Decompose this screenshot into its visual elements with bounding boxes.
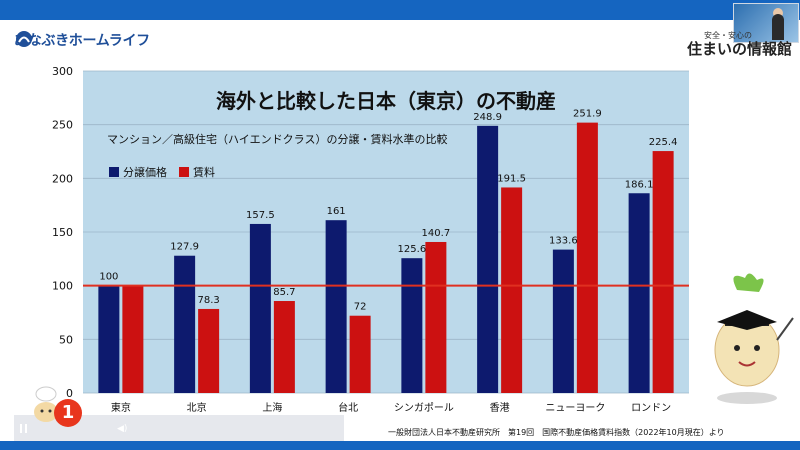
data-label: 191.5 [497,173,526,184]
presenter-head [773,8,783,18]
bar-sale [249,223,271,393]
bar-rent [273,301,295,393]
x-tick-label: ロンドン [631,403,671,414]
volume-icon[interactable]: ◀) [117,424,128,434]
data-label: 225.4 [649,137,678,148]
data-label: 161 [327,206,346,217]
x-tick-label: 上海 [262,401,282,414]
x-tick-label: 台北 [338,401,358,414]
chart-subtitle: マンション／高級住宅（ハイエンドクラス）の分譲・賃料水準の比較 [107,133,448,146]
data-label: 186.1 [625,179,654,190]
episode-badge: 1 [54,399,82,427]
data-label: 140.7 [422,228,451,239]
legend-label-rent: 賃料 [193,166,215,179]
logo-text: あなぶきホームライフ [14,33,150,49]
chart-title: 海外と比較した日本（東京）の不動産 [216,89,556,113]
bar-sale [325,220,347,393]
y-tick-label: 150 [52,226,73,239]
x-tick-label: ニューヨーク [545,402,605,414]
logo-mark-icon [16,31,32,47]
x-tick-label: 香港 [490,402,510,414]
y-tick-label: 0 [66,387,73,400]
legend-label-sale: 分譲価格 [123,166,167,179]
data-label: 125.6 [398,244,427,255]
x-tick-label: 東京 [111,401,131,414]
brand-title: 住まいの情報館 [687,40,793,58]
y-tick-label: 250 [52,119,73,132]
company-logo: あなぶきホームライフ [14,30,150,50]
data-label: 100 [99,272,118,283]
source-caption: 一般財団法人日本不動産研究所 第19回 国際不動産価格賃料指数（2022年10月… [388,428,725,437]
top-accent-bar [0,0,800,20]
y-tick-label: 300 [52,65,73,78]
bar-sale [401,258,423,393]
bar-rent [501,187,523,393]
bar-rent [122,285,144,393]
brand-subtitle: 安全・安心の [704,31,752,40]
presenter-video-thumbnail [733,3,799,43]
data-label: 85.7 [273,287,295,298]
data-label: 248.9 [473,112,502,123]
legend-swatch-sale [109,167,119,177]
bar-rent [425,241,447,393]
x-tick-label: 北京 [187,401,207,414]
data-label: 72 [354,302,367,313]
data-label: 133.6 [549,236,578,247]
data-label: 127.9 [170,242,199,253]
chart-legend: 分譲価格 賃料 [109,164,215,180]
bar-rent [652,151,674,393]
mascot-chef-icon [34,386,58,422]
y-tick-label: 50 [59,333,73,346]
bar-rent [198,308,220,393]
data-label: 157.5 [246,210,275,221]
presenter-body [772,14,784,40]
bar-sale [98,285,120,393]
data-label: 78.3 [197,295,219,306]
legend-item-sale: 分譲価格 [109,164,167,180]
mascot-onion-icon [714,273,794,404]
bar-sale [477,125,499,393]
pause-icon[interactable] [20,424,27,433]
bar-sale [174,255,196,393]
x-tick-label: シンガポール [394,402,454,414]
chart-area: 海外と比較した日本（東京）の不動産 マンション／高級住宅（ハイエンドクラス）の分… [83,71,689,393]
legend-item-rent: 賃料 [179,164,215,180]
bar-rent [349,315,371,393]
y-tick-label: 100 [52,280,73,293]
bar-rent [576,122,598,394]
legend-swatch-rent [179,167,189,177]
data-label: 251.9 [573,109,602,120]
bar-sale [628,193,650,393]
bottom-accent-bar [0,441,800,450]
y-tick-label: 200 [52,172,73,185]
